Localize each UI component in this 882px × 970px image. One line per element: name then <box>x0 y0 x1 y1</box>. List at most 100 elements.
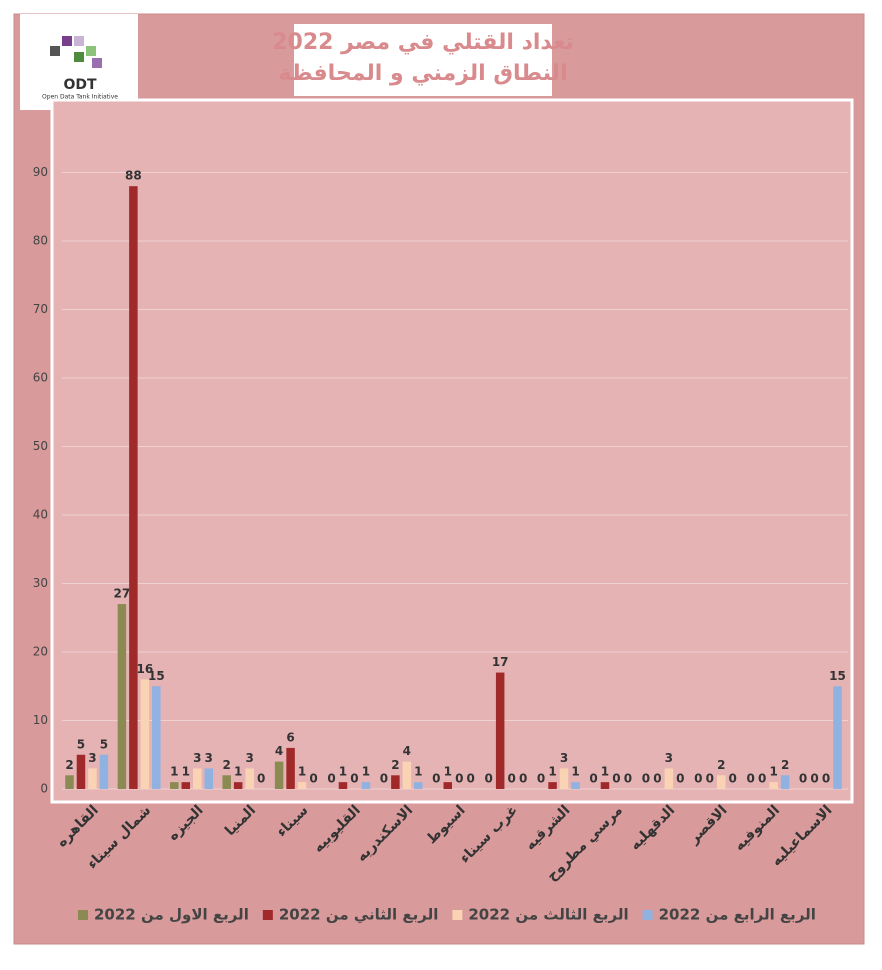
data-label: 1 <box>362 765 370 779</box>
data-label: 0 <box>676 772 684 786</box>
chart-title: تعداد القتلي في مصر 2022 <box>272 30 574 55</box>
data-label: 0 <box>624 772 632 786</box>
legend-label: الربع الثاني من 2022 <box>279 906 439 924</box>
y-tick-label: 0 <box>40 782 48 796</box>
bar <box>286 747 295 789</box>
legend-swatch <box>262 910 273 920</box>
bar <box>769 782 778 789</box>
data-label: 2 <box>391 758 399 772</box>
data-label: 0 <box>799 772 807 786</box>
bar <box>391 775 400 789</box>
bar <box>88 768 97 789</box>
data-label: 0 <box>485 772 493 786</box>
bar <box>495 672 505 789</box>
data-label: 0 <box>350 772 358 786</box>
data-label: 1 <box>182 765 190 779</box>
y-tick-label: 40 <box>33 508 48 522</box>
data-label: 1 <box>234 765 242 779</box>
data-label: 27 <box>114 587 131 601</box>
data-label: 6 <box>286 730 294 744</box>
bar <box>181 782 191 789</box>
data-label: 3 <box>88 751 96 765</box>
bar <box>717 775 726 789</box>
bar <box>414 782 423 789</box>
bar <box>129 186 138 789</box>
data-label: 0 <box>455 772 463 786</box>
data-label: 5 <box>77 737 85 751</box>
title-box <box>294 24 552 96</box>
y-tick-label: 30 <box>33 576 48 590</box>
legend-label: الربع الاول من 2022 <box>94 906 249 924</box>
bar <box>571 782 580 789</box>
bar <box>443 782 453 789</box>
bar <box>245 768 254 789</box>
data-label: 15 <box>148 669 165 683</box>
data-label: 2 <box>781 758 789 772</box>
bar <box>833 686 842 789</box>
data-label: 3 <box>560 751 568 765</box>
chart-subtitle: النطاق الزمني و المحافظة <box>279 61 568 86</box>
bar <box>361 782 371 789</box>
bar <box>117 604 127 789</box>
y-tick-label: 90 <box>33 165 48 179</box>
data-label: 2 <box>223 758 231 772</box>
data-label: 0 <box>653 772 661 786</box>
y-tick-label: 80 <box>33 234 48 248</box>
data-label: 0 <box>519 772 527 786</box>
bar <box>65 775 74 789</box>
data-label: 0 <box>507 772 515 786</box>
plot-area <box>50 98 854 804</box>
data-label: 0 <box>257 772 265 786</box>
data-label: 0 <box>309 772 317 786</box>
bar <box>140 679 150 789</box>
bar <box>76 754 86 789</box>
y-tick-label: 60 <box>33 371 48 385</box>
bar <box>170 782 179 789</box>
bar <box>204 768 213 789</box>
bar <box>99 754 109 789</box>
data-label: 0 <box>642 772 650 786</box>
data-label: 0 <box>537 772 545 786</box>
data-label: 0 <box>694 772 702 786</box>
data-label: 0 <box>432 772 440 786</box>
bar <box>152 686 161 789</box>
y-tick-label: 50 <box>33 439 48 453</box>
data-label: 3 <box>193 751 201 765</box>
data-label: 3 <box>245 751 253 765</box>
logo-subtitle: Open Data Tank Initiative <box>42 94 118 101</box>
data-label: 1 <box>170 765 178 779</box>
bar <box>780 775 790 789</box>
logo-title: ODT <box>63 77 97 93</box>
data-label: 3 <box>205 751 213 765</box>
bar <box>193 768 202 789</box>
legend-swatch <box>642 910 653 920</box>
data-label: 4 <box>403 744 411 758</box>
legend-swatch <box>452 910 463 920</box>
legend-label: الربع الثالث من 2022 <box>468 906 628 924</box>
data-label: 1 <box>339 765 347 779</box>
logo-icon <box>50 36 102 68</box>
y-tick-label: 70 <box>33 302 48 316</box>
legend-label: الربع الرابع من 2022 <box>659 906 816 924</box>
data-label: 0 <box>747 772 755 786</box>
bar <box>664 768 674 789</box>
data-label: 2 <box>717 758 725 772</box>
data-label: 0 <box>327 772 335 786</box>
data-label: 0 <box>822 772 830 786</box>
data-label: 0 <box>467 772 475 786</box>
bar <box>233 782 243 789</box>
data-label: 2 <box>65 758 73 772</box>
data-label: 1 <box>571 765 579 779</box>
bar <box>222 775 231 789</box>
legend-swatch <box>78 910 88 920</box>
data-label: 0 <box>706 772 714 786</box>
data-label: 1 <box>298 765 306 779</box>
data-label: 3 <box>665 751 673 765</box>
bar <box>548 782 557 789</box>
data-label: 0 <box>810 772 818 786</box>
data-label: 5 <box>100 737 108 751</box>
bar <box>559 768 569 789</box>
data-label: 16 <box>136 662 153 676</box>
data-label: 0 <box>589 772 597 786</box>
